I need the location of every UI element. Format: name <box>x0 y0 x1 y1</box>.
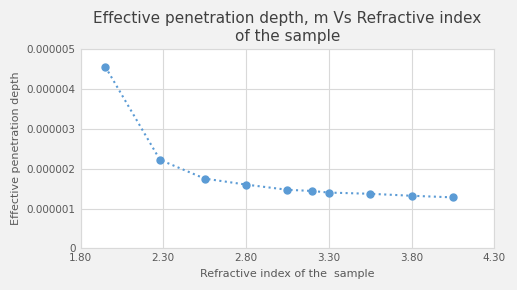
Point <box>242 182 250 187</box>
Point <box>201 176 209 181</box>
Y-axis label: Effective penetration depth: Effective penetration depth <box>11 72 21 225</box>
Point <box>156 157 164 162</box>
Point <box>283 187 292 192</box>
Point <box>449 195 457 200</box>
X-axis label: Refractive index of the  sample: Refractive index of the sample <box>200 269 375 279</box>
Point <box>325 190 333 195</box>
Point <box>407 193 416 198</box>
Point <box>366 191 374 196</box>
Point <box>101 64 110 69</box>
Point <box>308 189 316 193</box>
Title: Effective penetration depth, m Vs Refractive index
of the sample: Effective penetration depth, m Vs Refrac… <box>93 11 481 44</box>
